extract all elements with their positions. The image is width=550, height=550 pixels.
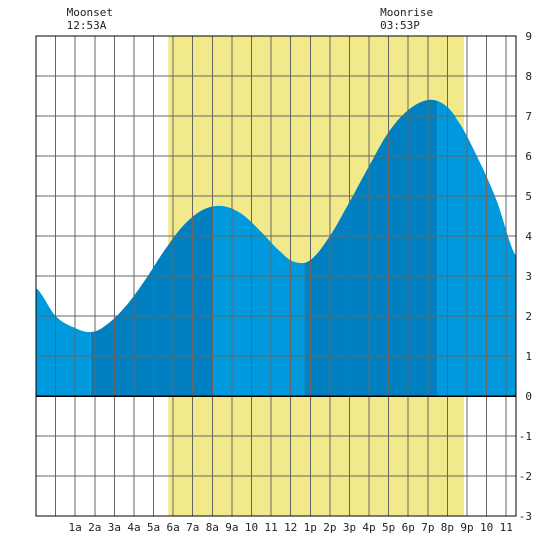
x-tick-label: 10 <box>245 521 258 534</box>
y-tick-label: 8 <box>525 70 532 83</box>
tide-segment-falling <box>36 288 91 396</box>
y-tick-label: 6 <box>525 150 532 163</box>
x-tick-labels: 1a 2a 3a 4a 5a 6a 7a 8a 9a 10 11 12 1p 2p 3p 4p 5p 6p 7p 8p… <box>69 521 513 534</box>
grid-lines <box>35 35 517 517</box>
x-tick-label: 4a <box>127 521 140 534</box>
y-tick-label: 7 <box>525 110 532 123</box>
x-tick-label: 6p <box>402 521 415 534</box>
tide-segment-falling <box>437 101 516 396</box>
x-tick-label: 6a <box>167 521 180 534</box>
x-tick-label: 8p <box>441 521 454 534</box>
x-tick-label: 4p <box>362 521 375 534</box>
x-tick-label: 10 <box>480 521 493 534</box>
y-tick-label: -3 <box>519 510 532 523</box>
x-tick-label: 7a <box>186 521 199 534</box>
x-tick-label: 9a <box>225 521 238 534</box>
tide-segment-falling <box>212 205 305 396</box>
y-tick-label: -1 <box>519 430 532 443</box>
x-tick-label: 11 <box>500 521 513 534</box>
x-tick-label: 3p <box>343 521 356 534</box>
y-tick-label: 5 <box>525 190 532 203</box>
tide-segment-rising <box>90 206 213 396</box>
y-tick-labels: -3 -2 -1 0 1 2 3 4 5 6 7 8 9 <box>519 30 533 523</box>
y-tick-label: -2 <box>519 470 532 483</box>
x-tick-label: 9p <box>460 521 473 534</box>
moon-event-time: 12:53A <box>67 19 107 32</box>
x-tick-label: 7p <box>421 521 434 534</box>
x-tick-label: 12 <box>284 521 297 534</box>
y-tick-label: 3 <box>525 270 532 283</box>
x-tick-label: 11 <box>264 521 277 534</box>
x-tick-label: 5p <box>382 521 395 534</box>
moon-event-time: 03:53P <box>380 19 420 32</box>
y-tick-label: 0 <box>525 390 532 403</box>
y-tick-label: 2 <box>525 310 532 323</box>
tide-segment-rising <box>304 99 438 397</box>
y-tick-label: 1 <box>525 350 532 363</box>
x-tick-label: 8a <box>206 521 219 534</box>
tide-area <box>36 99 516 397</box>
x-tick-label: 1p <box>304 521 317 534</box>
x-tick-label: 2p <box>323 521 336 534</box>
y-tick-label: 4 <box>525 230 532 243</box>
moon-event-label: Moonset <box>67 6 113 19</box>
x-tick-label: 2a <box>88 521 101 534</box>
y-tick-label: 9 <box>525 30 532 43</box>
plot-frame <box>35 35 517 517</box>
x-tick-label: 5a <box>147 521 160 534</box>
x-tick-label: 1a <box>69 521 82 534</box>
x-tick-label: 3a <box>108 521 121 534</box>
moon-event-label: Moonrise <box>380 6 433 19</box>
